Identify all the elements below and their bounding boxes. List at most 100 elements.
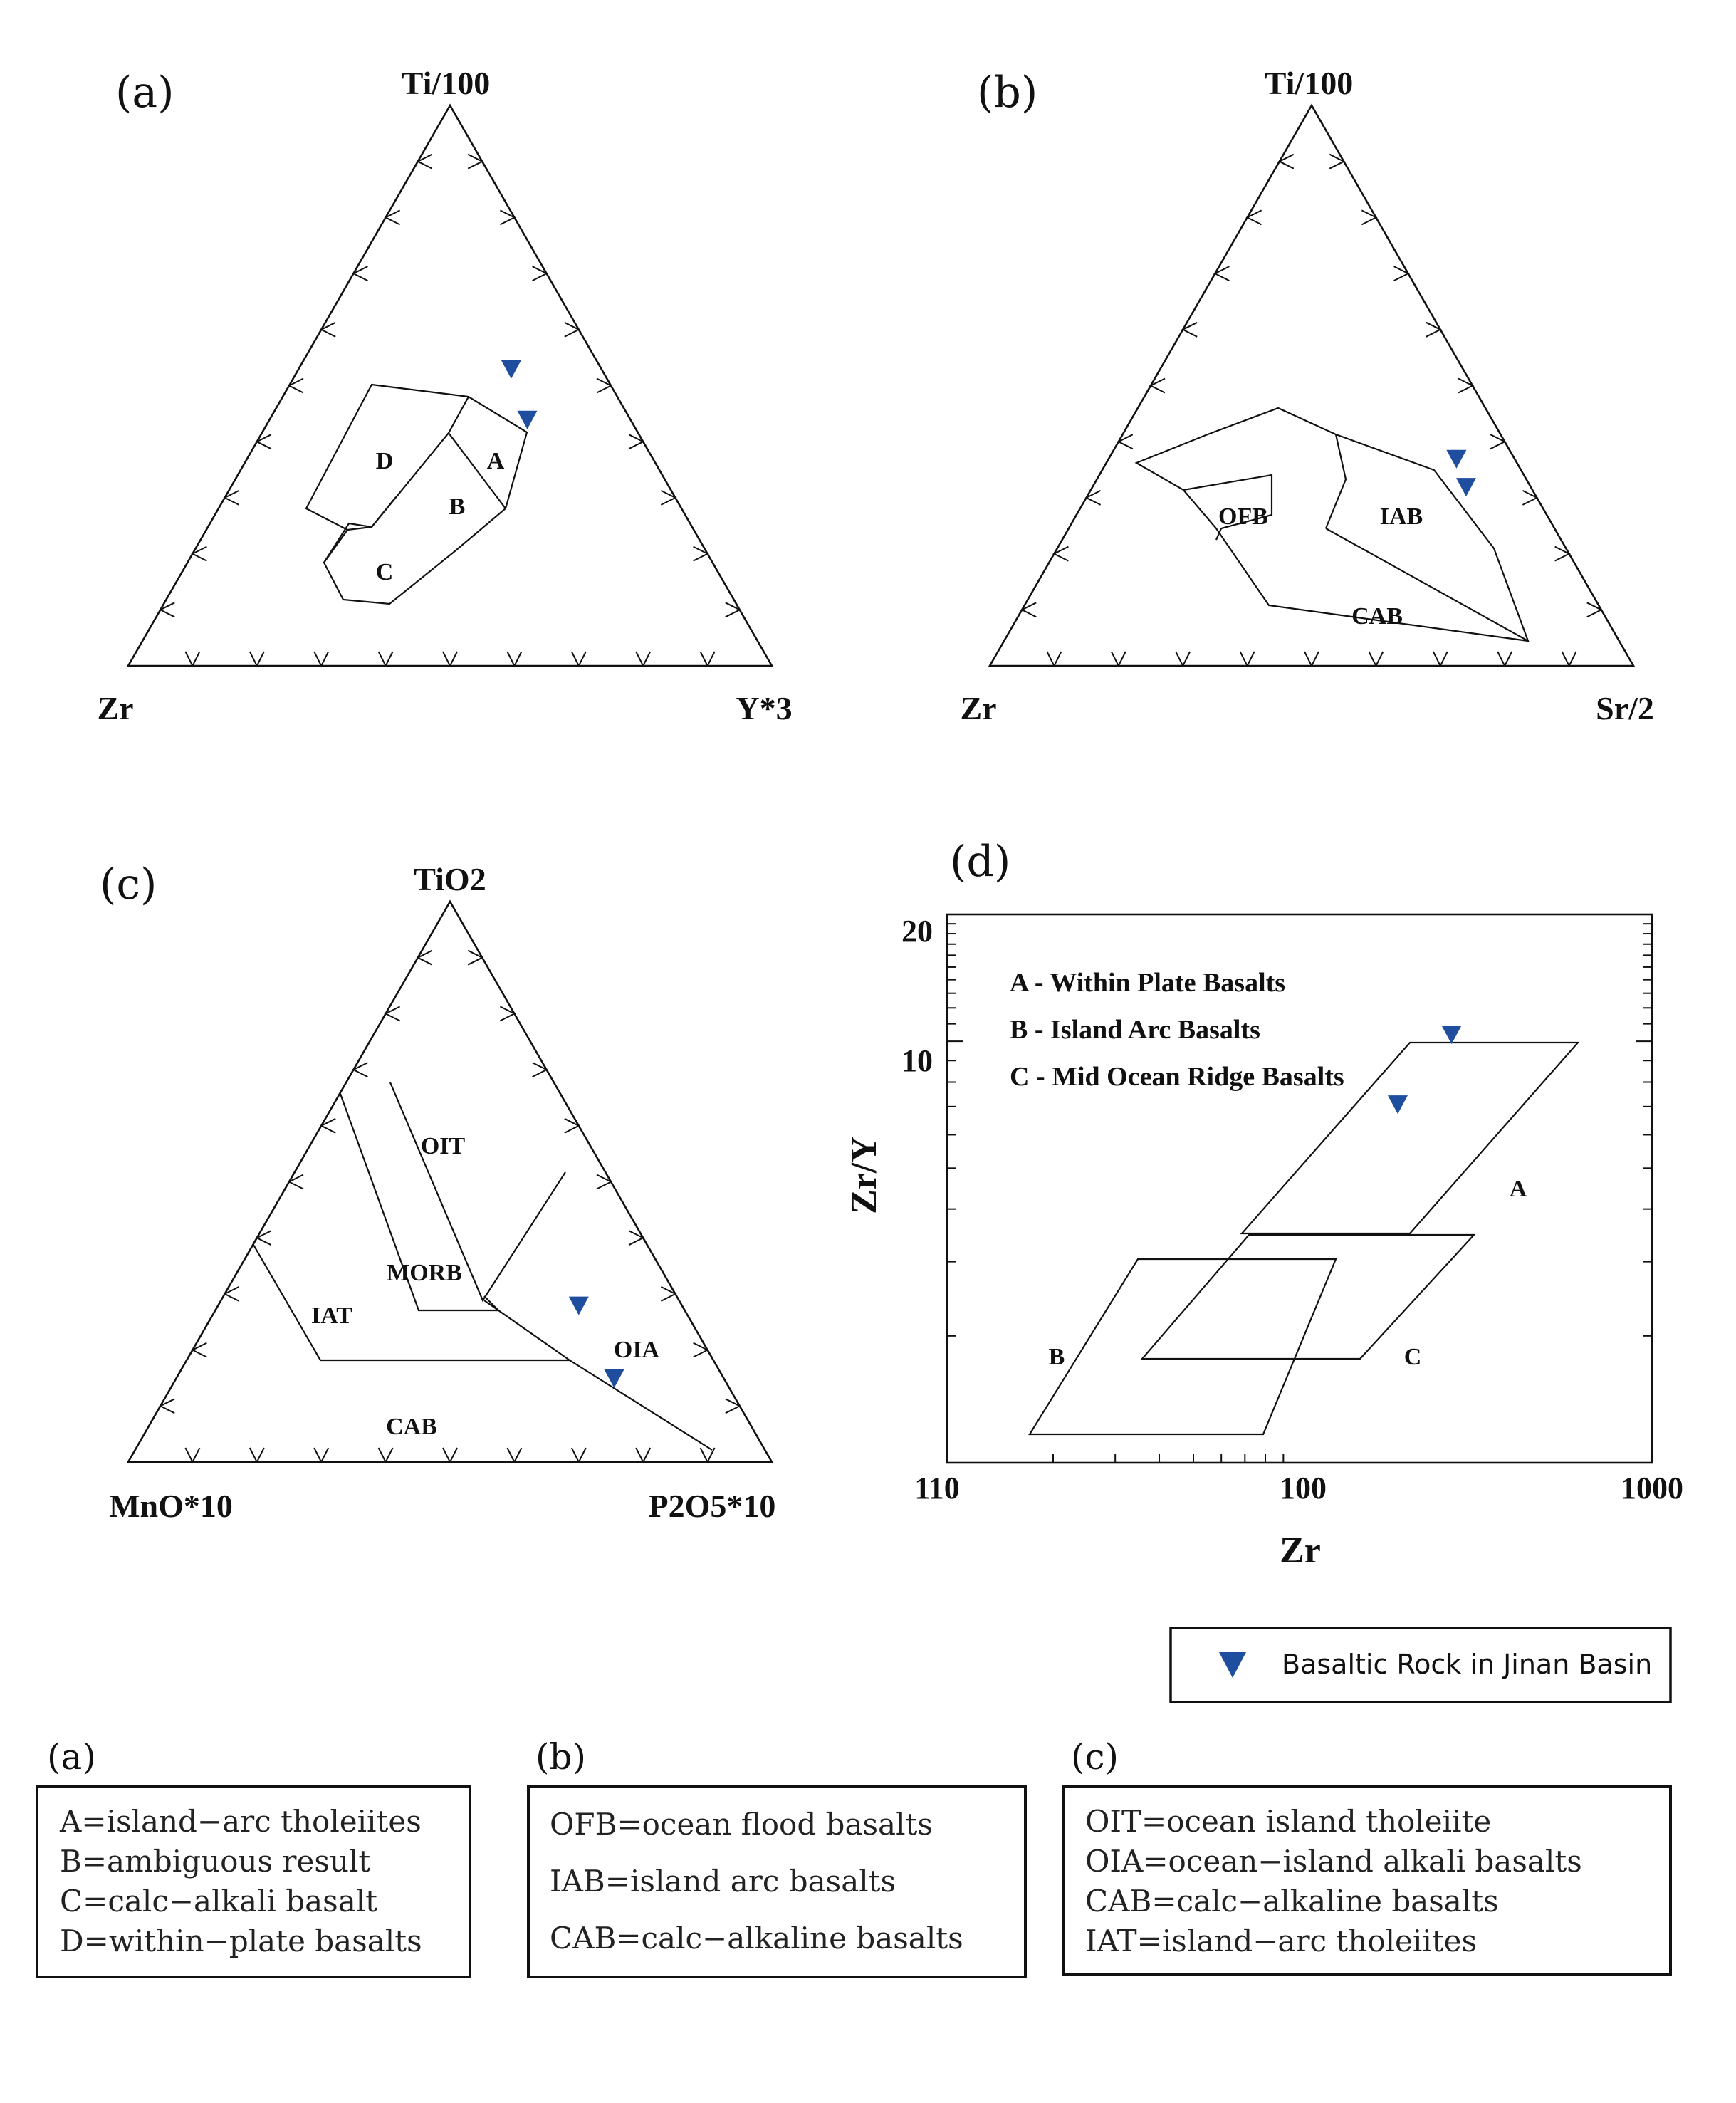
tick-right-1 [1329, 153, 1346, 169]
sample-point-a-0 [501, 360, 521, 379]
y-tick-20: 20 [901, 914, 933, 949]
tick-right-5 [1458, 377, 1475, 394]
tick-bottom-8 [635, 651, 652, 668]
tick-right-4 [564, 321, 581, 338]
tick-left-1 [158, 602, 175, 618]
tick-right-1 [467, 949, 484, 966]
field-label-C-d: C [1404, 1344, 1422, 1370]
tick-left-1 [158, 1398, 175, 1414]
tick-left-3 [223, 490, 240, 506]
panel-a-letter: (a) [115, 68, 174, 118]
sample-point-b-0 [1446, 449, 1467, 469]
tick-bottom-9 [699, 1447, 716, 1464]
tick-bottom-6 [506, 1447, 523, 1464]
tick-left-1 [1020, 602, 1037, 618]
tick-bottom-1 [184, 651, 201, 668]
panel-c-letter: (c) [100, 860, 157, 909]
tick-left-6 [319, 1117, 336, 1134]
key-a-line-2: C=calc−alkali basalt [60, 1884, 377, 1919]
field-label-OIA: OIA [614, 1337, 660, 1363]
tick-bottom-7 [570, 1447, 587, 1464]
ternary-frame-c [126, 899, 774, 1463]
tick-left-9 [416, 153, 433, 169]
tick-bottom-6 [1368, 651, 1384, 668]
tick-right-4 [564, 1117, 581, 1134]
sample-point-a-1 [517, 410, 538, 429]
tick-left-9 [1277, 153, 1295, 169]
tick-left-6 [319, 321, 336, 338]
tick-right-6 [1490, 434, 1507, 450]
ternary-frame-a [126, 103, 774, 667]
sample-points-a [501, 360, 538, 429]
marker-legend-label: Basaltic Rock in Jinan Basin [1282, 1649, 1652, 1680]
tick-right-7 [1522, 490, 1539, 506]
tick-left-8 [384, 209, 401, 226]
field-label-A-d: A [1510, 1176, 1527, 1202]
tick-left-8 [384, 1006, 401, 1022]
panel-d-letter: (d) [950, 837, 1010, 887]
apex-top-b: Ti/100 [1265, 65, 1353, 101]
apex-right-c: P2O5*10 [649, 1488, 776, 1524]
tick-bottom-7 [570, 651, 587, 668]
tick-right-3 [1393, 266, 1410, 281]
key-c-line-0: OIT=ocean island tholeiite [1085, 1804, 1491, 1839]
x-tick-100: 100 [1280, 1471, 1327, 1506]
tick-right-2 [499, 209, 516, 226]
key-b-letter: (b) [535, 1736, 586, 1778]
tick-right-9 [725, 602, 742, 618]
sample-point-d-1 [1387, 1095, 1408, 1115]
key-b-line-1: IAB=island arc basalts [550, 1864, 896, 1899]
tick-right-9 [1586, 602, 1604, 618]
tick-bottom-5 [442, 1447, 458, 1464]
panel-d: (d) 20 10 110 100 1000 Zr/Y Zr A - Withi… [844, 837, 1683, 1571]
field-label-IAB: IAB [1380, 503, 1423, 530]
tick-bottom-8 [1497, 651, 1513, 668]
tick-right-3 [532, 266, 548, 281]
sample-points-c [568, 1296, 624, 1388]
tick-bottom-2 [1110, 651, 1126, 668]
apex-top-a: Ti/100 [402, 65, 490, 101]
marker-legend: Basaltic Rock in Jinan Basin [1169, 1627, 1672, 1703]
tick-bottom-3 [313, 1447, 330, 1464]
tick-left-8 [1245, 209, 1262, 226]
key-a-line-3: D=within−plate basalts [60, 1924, 422, 1958]
apex-right-a: Y*3 [736, 690, 792, 726]
tick-left-2 [1052, 546, 1069, 562]
axis-ticks-d [946, 923, 1652, 1463]
tick-bottom-9 [1561, 651, 1577, 668]
panel-b-letter: (b) [977, 68, 1037, 118]
legend-marker-icon [1219, 1652, 1246, 1678]
apex-left-c: MnO*10 [109, 1488, 233, 1524]
x-tick-1000: 1000 [1621, 1471, 1683, 1506]
tick-right-3 [532, 1062, 548, 1077]
tick-left-3 [223, 1286, 240, 1302]
tick-right-5 [596, 1174, 613, 1190]
field-label-OFB: OFB [1218, 503, 1268, 530]
panel-b: (b) Ti/100 Zr Sr/2 OFB IAB CAB [960, 65, 1653, 726]
x-axis-title: Zr [1280, 1530, 1321, 1571]
sample-point-b-1 [1455, 478, 1476, 497]
field-label-B-d: B [1049, 1344, 1065, 1370]
key-c: (c) OIT=ocean island tholeiite OIA=ocean… [1062, 1736, 1672, 1976]
panel-c: (c) TiO2 MnO*10 P2O5*10 OIT MORB IAT OIA… [100, 860, 775, 1524]
tick-right-7 [660, 1286, 677, 1302]
field-boundaries-a [305, 383, 528, 605]
tick-left-5 [1149, 377, 1166, 394]
sample-points-b [1446, 449, 1476, 497]
tick-right-4 [1426, 321, 1443, 338]
tick-right-8 [1554, 546, 1571, 562]
y-axis-title: Zr/Y [844, 1136, 884, 1214]
field-boundaries-c [253, 1082, 713, 1451]
tick-left-4 [255, 434, 272, 450]
tick-right-2 [499, 1006, 516, 1022]
field-boundaries-b [1134, 407, 1530, 642]
tick-bottom-3 [313, 651, 330, 668]
ternary-ticks-c [158, 949, 742, 1464]
tick-right-6 [628, 434, 645, 450]
key-a-line-1: B=ambiguous result [60, 1844, 370, 1879]
tick-right-8 [693, 1342, 709, 1358]
tick-bottom-5 [1304, 651, 1319, 668]
ternary-frame-b [988, 103, 1636, 667]
sample-point-d-0 [1441, 1026, 1462, 1045]
